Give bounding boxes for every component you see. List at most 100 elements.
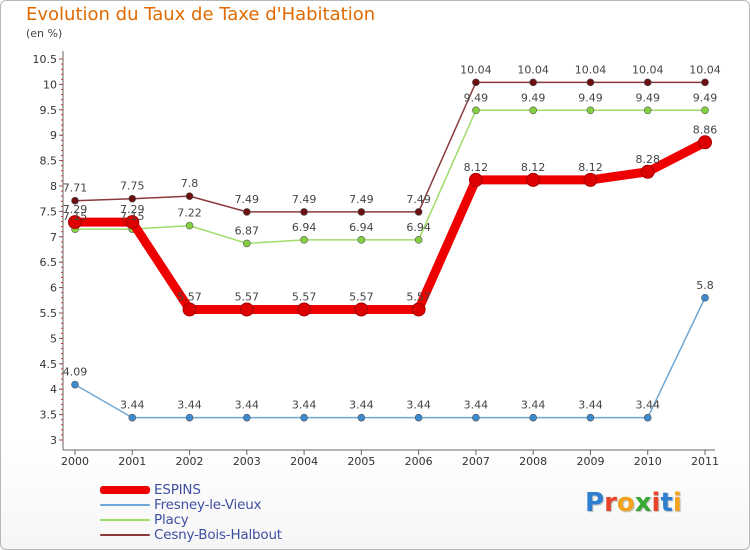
proxiti-logo: Proxiti (585, 488, 682, 518)
data-point-2 (300, 236, 308, 244)
data-point-0 (583, 172, 598, 187)
data-point-2 (643, 106, 652, 115)
y-tick-label: 5.5 (40, 307, 58, 320)
chart-subtitle: (en %) (26, 27, 63, 40)
data-point-3 (414, 208, 423, 216)
y-tick-label: 7 (50, 231, 57, 244)
data-label-0: 7.29 (63, 203, 88, 216)
data-label-3: 10.04 (632, 63, 664, 76)
data-point-1 (300, 413, 308, 422)
y-tick-label: 9.5 (40, 104, 58, 117)
legend-item-placy: Placy (100, 511, 282, 528)
legend-item-fresney: Fresney-le-Vieux (100, 496, 282, 513)
data-point-2 (472, 106, 480, 115)
data-label-0: 5.57 (349, 290, 374, 303)
legend-swatch-fresney (100, 503, 150, 506)
data-point-2 (185, 221, 194, 230)
data-label-2: 6.94 (406, 221, 431, 234)
data-label-1: 3.44 (292, 399, 317, 412)
data-label-1: 3.44 (406, 399, 431, 412)
legend-swatch-espins (100, 485, 150, 494)
data-point-2 (243, 239, 251, 248)
data-label-3: 10.04 (460, 63, 492, 76)
data-point-0 (68, 215, 82, 230)
data-label-3: 7.49 (292, 193, 317, 206)
data-label-2: 6.87 (235, 224, 260, 237)
data-point-1 (128, 413, 137, 422)
data-point-1 (71, 380, 79, 389)
y-tick-label: 5 (50, 332, 57, 345)
data-point-0 (526, 172, 541, 187)
data-point-0 (468, 172, 483, 187)
data-label-3: 7.49 (235, 193, 260, 206)
data-point-3 (643, 78, 652, 87)
data-point-3 (243, 208, 251, 216)
y-tick-label: 4.5 (40, 358, 58, 371)
y-tick-label: 3.5 (40, 409, 58, 422)
y-tick-label: 10 (43, 78, 57, 91)
data-label-2: 9.49 (635, 91, 660, 104)
legend: ESPINS Fresney-le-Vieux Placy Cesny-Bois… (100, 482, 282, 543)
data-point-2 (586, 106, 595, 115)
data-label-1: 4.09 (63, 366, 88, 379)
chart-title: Evolution du Taux de Taxe d'Habitation (26, 4, 376, 25)
y-tick-label: 8.5 (40, 155, 58, 168)
data-point-0 (354, 302, 369, 317)
legend-label-placy: Placy (154, 511, 189, 528)
data-label-1: 3.44 (120, 399, 145, 412)
data-label-1: 3.44 (235, 399, 260, 412)
x-tick-label: 2007 (462, 455, 490, 468)
data-label-0: 8.86 (693, 123, 718, 136)
data-label-1: 5.8 (696, 279, 714, 292)
data-point-3 (529, 78, 537, 87)
data-point-1 (472, 413, 480, 422)
series-line-3 (74, 81, 705, 213)
data-point-1 (586, 413, 595, 422)
data-point-1 (701, 293, 709, 302)
x-tick-label: 2004 (290, 455, 318, 468)
y-tick-label: 7.5 (40, 205, 58, 218)
x-tick-label: 2011 (691, 455, 719, 468)
data-label-0: 8.12 (521, 161, 546, 174)
x-tick-label: 2010 (634, 455, 662, 468)
data-label-2: 7.15 (120, 210, 145, 223)
data-point-3 (185, 192, 194, 200)
data-point-3 (71, 196, 79, 205)
series-line-1 (74, 297, 706, 419)
data-label-3: 7.49 (349, 193, 374, 206)
data-point-0 (182, 302, 197, 317)
y-tick-label: 3 (50, 434, 57, 447)
legend-swatch-placy (100, 518, 150, 521)
data-label-3: 7.71 (63, 182, 88, 195)
data-label-3: 10.04 (689, 63, 721, 76)
data-label-3: 7.49 (406, 193, 431, 206)
data-label-2: 6.94 (292, 221, 317, 234)
data-label-3: 7.75 (120, 180, 145, 193)
data-point-2 (414, 236, 423, 244)
data-point-1 (185, 413, 194, 422)
data-label-3: 10.04 (517, 63, 549, 76)
data-label-2: 7.22 (177, 207, 202, 220)
data-label-2: 9.49 (693, 91, 718, 104)
data-point-1 (643, 413, 652, 422)
data-point-3 (586, 78, 595, 87)
data-point-1 (414, 413, 423, 422)
data-label-2: 7.15 (63, 210, 88, 223)
data-point-1 (357, 413, 366, 422)
data-point-2 (529, 106, 537, 115)
y-tick-label: 8 (50, 180, 57, 193)
legend-item-espins: ESPINS (100, 482, 282, 498)
y-tick-label: 10.5 (33, 53, 58, 66)
data-label-0: 5.57 (292, 290, 317, 303)
data-point-0 (698, 135, 712, 150)
data-label-1: 3.44 (578, 399, 603, 412)
data-label-0: 8.28 (635, 153, 660, 166)
data-label-1: 3.44 (464, 399, 489, 412)
data-point-3 (128, 194, 137, 203)
data-label-2: 9.49 (464, 91, 489, 104)
legend-label-cesny: Cesny-Bois-Halbout (154, 526, 282, 543)
x-tick-label: 2002 (176, 455, 204, 468)
legend-label-fresney: Fresney-le-Vieux (154, 496, 262, 513)
